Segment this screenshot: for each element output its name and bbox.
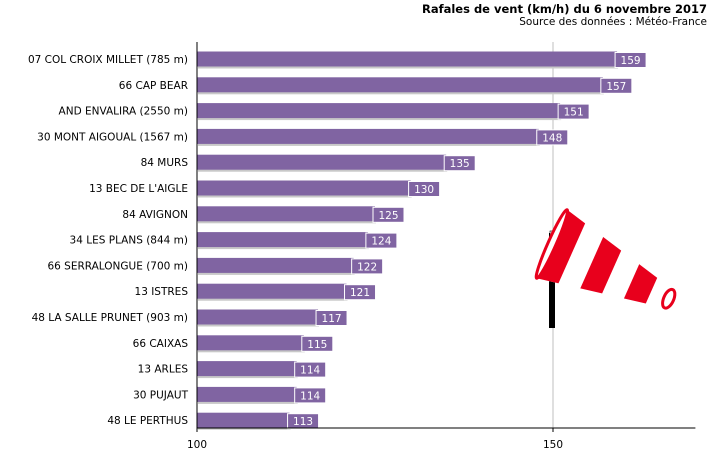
data-label: 113	[293, 416, 313, 428]
x-tick-label: 150	[543, 439, 563, 451]
data-label: 151	[564, 107, 584, 119]
data-label-box	[344, 284, 377, 301]
data-label-box	[365, 232, 398, 249]
bar	[197, 386, 297, 402]
data-label-box	[372, 206, 405, 223]
data-label-box	[287, 413, 320, 430]
bar	[197, 361, 297, 377]
category-label: 48 LA SALLE PRUNET (903 m)	[32, 312, 188, 324]
bar	[197, 206, 375, 222]
bar	[197, 257, 354, 273]
data-label-box	[351, 258, 384, 275]
category-label: AND ENVALIRA (2550 m)	[59, 106, 188, 118]
data-label: 130	[414, 184, 434, 196]
bar	[197, 283, 347, 299]
data-label: 125	[378, 210, 398, 222]
category-label: 34 LES PLANS (844 m)	[70, 235, 188, 247]
bar	[197, 412, 290, 428]
category-label: 84 AVIGNON	[122, 209, 188, 221]
data-label-box	[315, 310, 348, 326]
windsock-icon	[534, 208, 677, 330]
data-label: 114	[300, 365, 320, 377]
category-label: 13 ISTRES	[135, 286, 189, 298]
data-label-box	[614, 52, 647, 68]
category-label: 66 SERRALONGUE (700 m)	[47, 260, 188, 272]
data-label-box	[294, 361, 327, 378]
category-label: 13 BEC DE L'AIGLE	[89, 183, 188, 195]
category-label: 30 PUJAUT	[133, 389, 188, 401]
bar	[197, 335, 304, 351]
data-label-box	[301, 335, 334, 352]
data-label: 159	[621, 55, 641, 67]
data-label-box	[600, 77, 633, 94]
category-label: 48 LE PERTHUS	[107, 415, 188, 427]
category-label: 13 ARLES	[138, 364, 189, 376]
bar	[197, 103, 561, 119]
chart-subtitle: Source des données : Météo-France	[519, 16, 707, 28]
chart-title: Rafales de vent (km/h) du 6 novembre 201…	[421, 2, 707, 16]
data-label: 135	[450, 158, 470, 170]
data-label: 157	[606, 81, 626, 93]
category-label: 30 MONT AIGOUAL (1567 m)	[37, 131, 188, 143]
data-label-box	[408, 181, 441, 197]
bar	[197, 154, 447, 170]
data-label: 148	[542, 132, 562, 144]
category-label: 66 CAP BEAR	[119, 80, 188, 92]
data-label-box	[443, 155, 476, 172]
bar	[197, 77, 603, 93]
bar	[197, 309, 319, 325]
category-label: 07 COL CROIX MILLET (785 m)	[28, 54, 188, 66]
bar	[197, 232, 368, 248]
bar	[197, 51, 618, 67]
category-label: 66 CAIXAS	[133, 338, 189, 350]
data-label: 114	[300, 390, 320, 402]
data-label-box	[557, 103, 590, 120]
x-tick-label: 100	[187, 439, 207, 451]
category-label: 84 MURS	[141, 157, 189, 169]
data-label-box	[536, 129, 569, 146]
bar	[197, 180, 411, 196]
data-label: 121	[350, 287, 370, 299]
data-label: 124	[371, 236, 391, 248]
data-label-box	[294, 387, 327, 404]
bar	[197, 128, 539, 144]
data-label: 115	[307, 339, 327, 351]
data-label: 122	[357, 261, 377, 273]
data-label: 117	[322, 313, 342, 325]
